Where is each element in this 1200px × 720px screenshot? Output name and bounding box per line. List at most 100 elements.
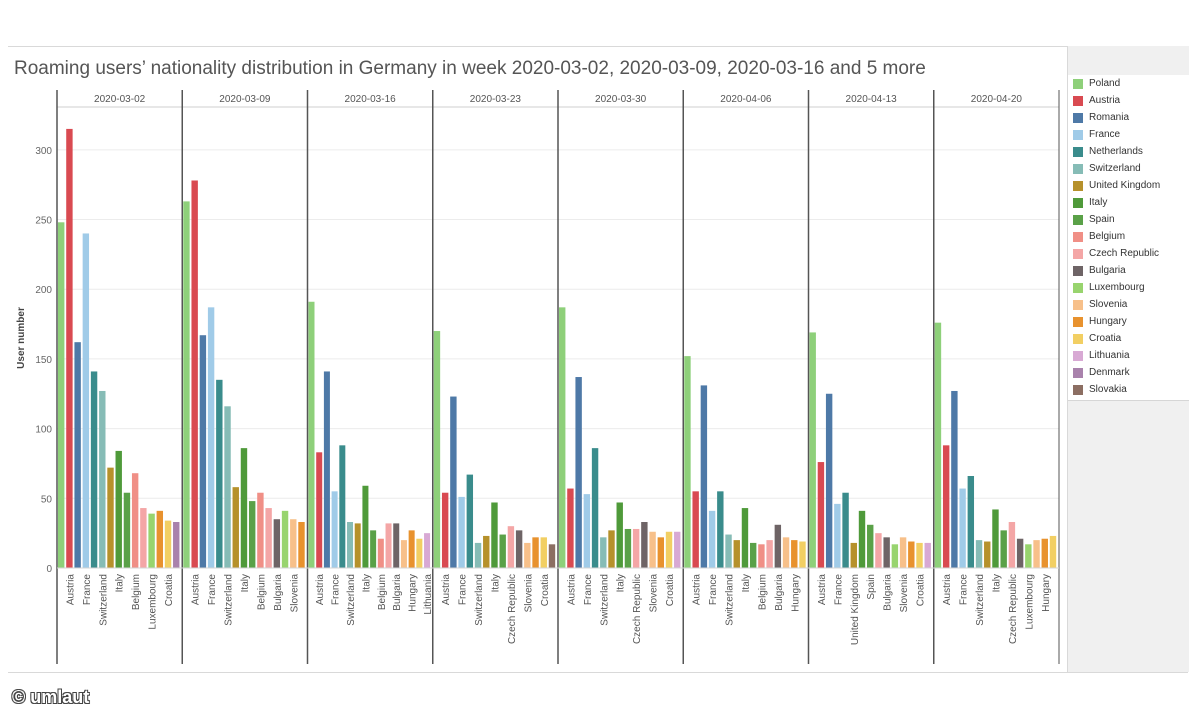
x-tick-label: France	[207, 574, 218, 606]
bar	[774, 524, 782, 568]
bar	[483, 535, 490, 568]
bar	[298, 522, 305, 568]
bar	[441, 492, 449, 568]
bar	[458, 496, 465, 568]
legend-item[interactable]: United Kingdom	[1068, 177, 1189, 194]
legend-item[interactable]: Italy	[1068, 194, 1189, 211]
bar	[1041, 538, 1048, 568]
bar	[567, 488, 574, 568]
legend-label: Italy	[1089, 197, 1108, 208]
bar	[883, 537, 890, 568]
x-tick-label: United Kingdom	[850, 574, 861, 645]
legend-item[interactable]: Poland	[1068, 75, 1189, 92]
bar	[474, 542, 482, 568]
x-tick-label: Belgium	[757, 574, 768, 610]
legend-item[interactable]: France	[1068, 126, 1189, 143]
legend-item[interactable]: Hungary	[1068, 313, 1189, 330]
bar	[191, 180, 198, 568]
legend-item[interactable]: Bulgaria	[1068, 262, 1189, 279]
legend-label: Netherlands	[1089, 146, 1143, 157]
legend-item[interactable]: Croatia	[1068, 330, 1189, 347]
legend-swatch	[1073, 248, 1083, 259]
bar	[393, 523, 400, 568]
bar	[600, 537, 607, 568]
legend-item[interactable]: Belgium	[1068, 228, 1189, 245]
bar	[433, 331, 441, 568]
legend-item[interactable]: Czech Republic	[1068, 245, 1189, 262]
legend-item[interactable]: Denmark	[1068, 364, 1189, 381]
bar	[281, 510, 289, 568]
legend-swatch	[1073, 231, 1083, 242]
bar	[665, 531, 673, 568]
bar	[934, 322, 942, 568]
bar	[199, 335, 207, 568]
x-tick-label: Slovenia	[523, 574, 534, 613]
bar	[131, 473, 139, 568]
legend-item[interactable]: Lithuania	[1068, 347, 1189, 364]
legend-item[interactable]: Austria	[1068, 92, 1189, 109]
bar	[224, 406, 231, 568]
bar	[74, 342, 81, 568]
legend-label: Denmark	[1089, 367, 1130, 378]
x-tick-label: Croatia	[916, 574, 927, 607]
bar	[817, 462, 825, 568]
bar	[257, 492, 264, 568]
bar	[717, 491, 724, 568]
legend-item[interactable]: Luxembourg	[1068, 279, 1189, 296]
legend-item[interactable]: Slovenia	[1068, 296, 1189, 313]
bar	[370, 530, 377, 568]
x-tick-label: Switzerland	[98, 574, 109, 626]
x-tick-label: Austria	[817, 574, 828, 606]
bar	[984, 541, 991, 568]
legend-item[interactable]: Romania	[1068, 109, 1189, 126]
legend-item[interactable]: Spain	[1068, 211, 1189, 228]
bar	[891, 544, 899, 568]
x-tick-label: Switzerland	[975, 574, 986, 626]
bar	[515, 530, 523, 568]
legend-item[interactable]: Switzerland	[1068, 160, 1189, 177]
bar	[323, 371, 330, 568]
x-tick-label: France	[82, 574, 93, 606]
panel-header: 2020-03-23	[470, 94, 522, 105]
bar	[354, 523, 361, 568]
legend-item[interactable]: Netherlands	[1068, 143, 1189, 160]
legend-swatch	[1073, 350, 1083, 361]
bar	[657, 537, 665, 568]
y-tick-label: 150	[35, 355, 52, 366]
x-tick-label: Slovenia	[289, 574, 300, 613]
bar	[548, 544, 556, 568]
legend-swatch	[1073, 299, 1083, 310]
legend-label: Poland	[1089, 78, 1121, 89]
bar	[899, 537, 907, 568]
x-tick-label: Austria	[191, 574, 202, 606]
legend-swatch	[1073, 197, 1083, 208]
x-tick-label: Italy	[991, 574, 1002, 592]
bar	[532, 537, 539, 568]
x-tick-label: France	[959, 574, 970, 606]
x-tick-label: Luxembourg	[1024, 574, 1035, 630]
legend-label: Hungary	[1089, 316, 1127, 327]
panel-header: 2020-04-06	[720, 94, 772, 105]
x-tick-label: Slovenia	[649, 574, 660, 613]
bottom-divider	[8, 672, 1188, 673]
legend-label: Belgium	[1089, 231, 1126, 242]
x-tick-label: Croatia	[164, 574, 175, 607]
bar	[834, 503, 841, 568]
bar	[115, 450, 122, 568]
bar	[99, 390, 106, 568]
x-tick-label: Switzerland	[474, 574, 485, 626]
bar	[692, 491, 699, 568]
legend-item[interactable]: Slovakia	[1068, 381, 1189, 398]
x-tick-label: Switzerland	[224, 574, 235, 626]
bar	[58, 222, 65, 568]
bar	[1000, 530, 1007, 568]
legend-list: Poland Austria Romania France Netherlands Swi…	[1068, 75, 1189, 401]
bar	[782, 537, 790, 568]
x-tick-label: France	[708, 574, 719, 606]
bar	[499, 534, 506, 568]
bar	[123, 492, 131, 568]
x-tick-label: Switzerland	[599, 574, 610, 626]
bar	[641, 522, 648, 568]
legend-swatch	[1073, 163, 1083, 174]
x-tick-label: Czech Republic	[1008, 574, 1019, 644]
